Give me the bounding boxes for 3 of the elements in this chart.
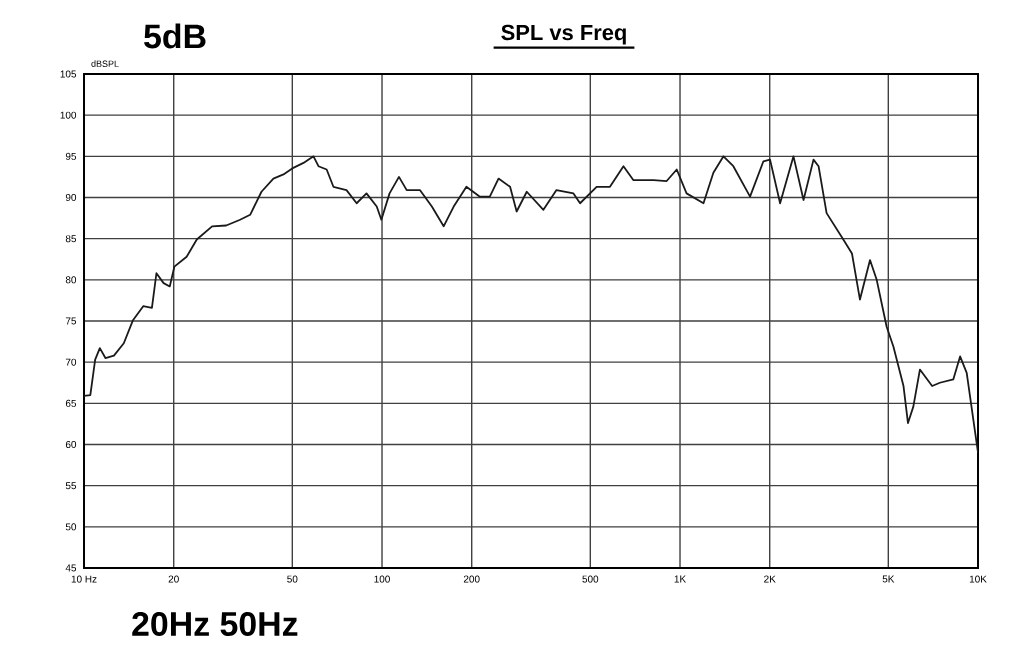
text: 20Hz 50Hz bbox=[132, 612, 298, 636]
chart-title: SPL vs Freq bbox=[501, 24, 626, 45]
text: 5dB bbox=[144, 23, 206, 49]
